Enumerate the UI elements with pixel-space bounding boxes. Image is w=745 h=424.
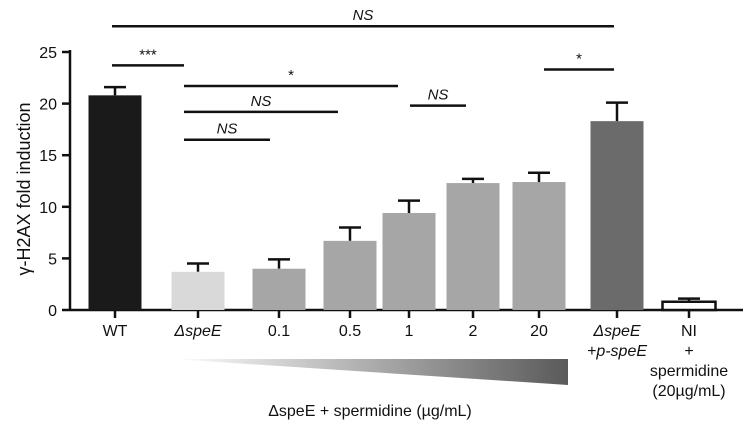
y-tick-label: 15 [39, 148, 57, 165]
concentration-gradient-wedge [172, 359, 568, 385]
x-tick-label: ΔspeE [173, 323, 222, 340]
bar [382, 212, 436, 310]
significance-label: NS [428, 87, 449, 104]
y-tick-label: 10 [39, 200, 57, 217]
y-tick-label: 20 [39, 97, 57, 114]
x-tick-label: 20 [530, 323, 548, 340]
x-tick-label: 0.1 [268, 323, 290, 340]
x-tick-label: 1 [405, 323, 414, 340]
significance-label: NS [353, 7, 374, 24]
bar [88, 95, 142, 311]
y-tick-label: 5 [48, 251, 57, 268]
x-tick-label: + [684, 343, 693, 360]
bar [323, 240, 377, 310]
significance-label: * [576, 51, 582, 68]
y-tick-label: 25 [39, 45, 57, 62]
x-tick-label: +p-speE [587, 343, 647, 360]
bar [446, 183, 500, 310]
bar [252, 268, 306, 310]
x-tick-label: NI [681, 323, 697, 340]
significance-label: NS [251, 93, 272, 110]
x-axis-title: ΔspeE + spermidine (µg/mL) [268, 403, 472, 420]
x-tick-label: (20µg/mL) [652, 383, 725, 400]
x-tick-label: spermidine [650, 363, 728, 380]
y-tick-label: 0 [48, 303, 57, 320]
bar [171, 271, 225, 310]
x-tick-label: 0.5 [339, 323, 361, 340]
bar [512, 182, 566, 310]
bar [661, 300, 717, 312]
bar [590, 121, 644, 310]
y-axis-title: γ-H2AX fold induction [14, 102, 34, 275]
x-tick-label: WT [103, 323, 128, 340]
significance-label: * [288, 67, 294, 84]
significance-label: NS [217, 121, 238, 138]
x-tick-label: 2 [469, 323, 478, 340]
significance-label: *** [139, 46, 157, 63]
x-tick-label: ΔspeE [592, 323, 641, 340]
